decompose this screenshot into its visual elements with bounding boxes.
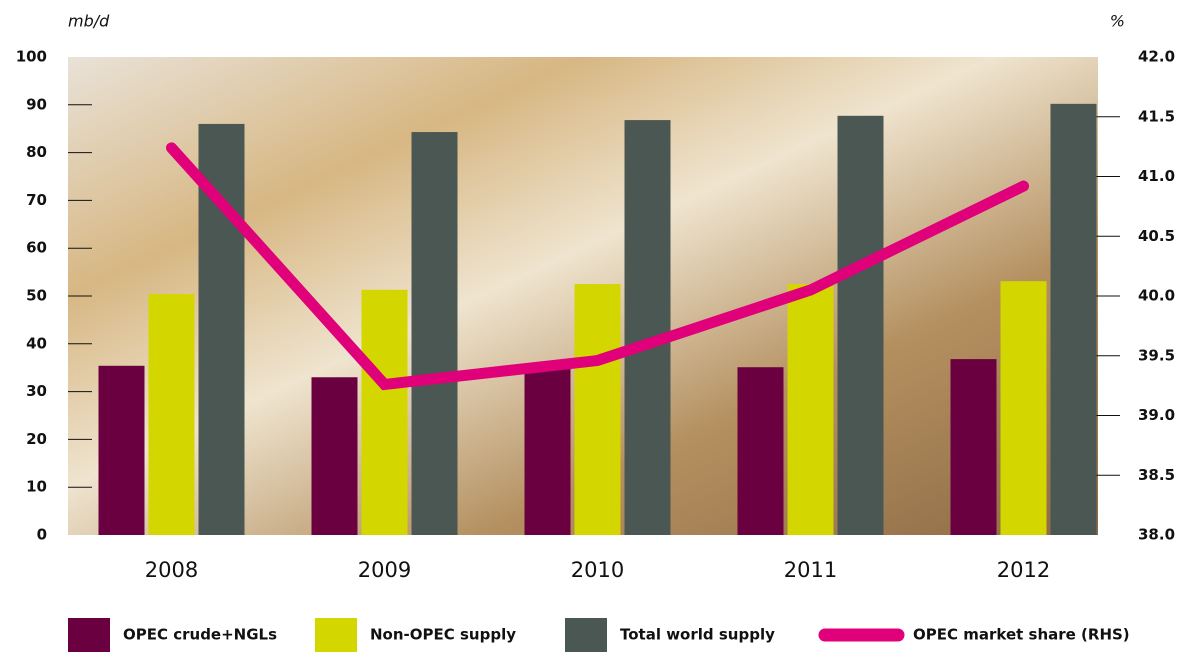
bar (148, 294, 195, 535)
x-tick-label: 2010 (571, 558, 624, 582)
bar (737, 367, 784, 535)
x-tick-label: 2012 (997, 558, 1050, 582)
bar (98, 365, 145, 535)
y2-axis-label: % (1110, 12, 1125, 31)
legend-swatch (565, 618, 607, 652)
y-tick-label: 10 (26, 478, 47, 496)
y2-tick-label: 39.5 (1138, 346, 1175, 364)
bar (311, 377, 358, 535)
y-tick-label: 100 (16, 48, 47, 66)
legend-label: Total world supply (620, 626, 775, 644)
y2-tick-label: 41.5 (1138, 107, 1175, 125)
y-tick-label: 70 (26, 191, 47, 209)
y2-tick-label: 40.0 (1138, 287, 1175, 305)
y-tick-label: 0 (37, 526, 47, 544)
legend-swatch (68, 618, 110, 652)
x-tick-label: 2009 (358, 558, 411, 582)
legend-label: OPEC market share (RHS) (913, 626, 1130, 644)
bar (574, 284, 621, 535)
y-tick-label: 80 (26, 143, 47, 161)
y2-tick-label: 38.5 (1138, 466, 1175, 484)
y2-tick-label: 39.0 (1138, 406, 1175, 424)
x-tick-label: 2011 (784, 558, 837, 582)
y-tick-label: 30 (26, 382, 47, 400)
y-tick-label: 20 (26, 430, 47, 448)
x-tick-label: 2008 (145, 558, 198, 582)
bar (411, 132, 458, 535)
y2-tick-label: 38.0 (1138, 526, 1175, 544)
bar (1050, 103, 1097, 536)
y-tick-label: 40 (26, 334, 47, 352)
bar (950, 359, 997, 535)
legend-swatch (315, 618, 357, 652)
y2-tick-label: 40.5 (1138, 227, 1175, 245)
bar (787, 284, 834, 535)
line (166, 142, 1029, 391)
legend-label: OPEC crude+NGLs (123, 626, 277, 644)
y2-tick-label: 41.0 (1138, 167, 1175, 185)
y-axis-label: mb/d (68, 12, 110, 31)
bar (837, 115, 884, 535)
bar (624, 120, 671, 535)
bar (361, 289, 408, 535)
y-tick-label: 90 (26, 95, 47, 113)
bar (524, 365, 571, 535)
y-tick-label: 50 (26, 287, 47, 305)
legend-label: Non-OPEC supply (370, 626, 516, 644)
y-tick-label: 60 (26, 239, 47, 257)
y2-tick-label: 42.0 (1138, 48, 1175, 66)
bar (1000, 281, 1047, 535)
